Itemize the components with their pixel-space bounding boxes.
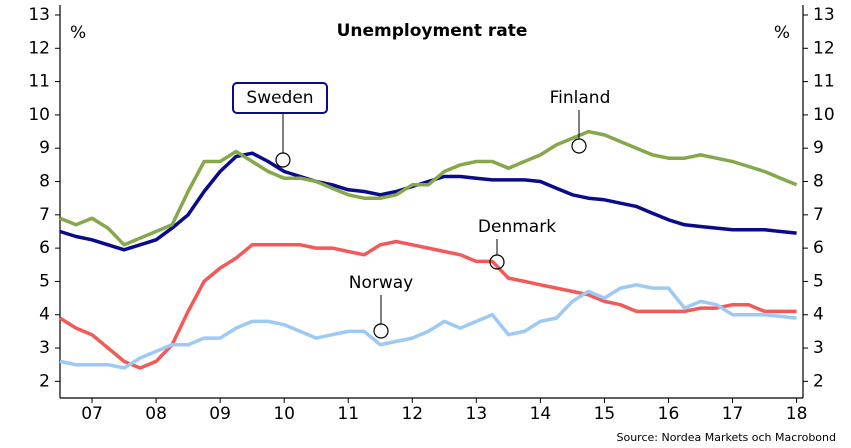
series-label: Norway xyxy=(349,273,414,293)
y-tick-label: 13 xyxy=(28,5,50,25)
y-tick-label: 4 xyxy=(39,305,50,325)
x-tick-label: 10 xyxy=(273,404,295,424)
y2-tick-label: 4 xyxy=(813,305,824,325)
y2-tick-label: 12 xyxy=(813,38,835,58)
series-line xyxy=(59,129,798,247)
series-line xyxy=(59,151,797,252)
x-tick-label: 09 xyxy=(209,404,231,424)
x-tick-label: 11 xyxy=(337,404,359,424)
y-tick-label: 10 xyxy=(28,105,50,125)
y2-tick-label: 5 xyxy=(813,271,824,291)
y2-tick-label: 2 xyxy=(813,371,824,391)
y-unit-right: % xyxy=(774,23,790,43)
y-tick-label: 6 xyxy=(39,238,50,258)
label-marker xyxy=(373,323,389,339)
y2-tick-label: 9 xyxy=(813,138,824,158)
x-tick-label: 15 xyxy=(594,404,616,424)
y2-tick-label: 10 xyxy=(813,105,835,125)
y2-tick-label: 13 xyxy=(813,5,835,25)
x-tick-label: 17 xyxy=(722,404,744,424)
chart-title: Unemployment rate xyxy=(337,21,528,41)
y-tick-label: 5 xyxy=(39,271,50,291)
y2-tick-label: 11 xyxy=(813,72,835,92)
source: Source: Nordea Markets och Macrobond xyxy=(616,431,836,444)
label-marker xyxy=(571,138,587,154)
y2-tick-label: 7 xyxy=(813,205,824,225)
label-marker xyxy=(275,152,291,168)
y-tick-label: 3 xyxy=(39,338,50,358)
label-marker xyxy=(489,254,505,270)
series-line xyxy=(59,283,797,370)
y-tick-label: 7 xyxy=(39,205,50,225)
y-unit-left: % xyxy=(70,23,86,43)
y2-tick-label: 6 xyxy=(813,238,824,258)
series-label: Denmark xyxy=(478,217,556,237)
y2-tick-label: 8 xyxy=(813,172,824,192)
label-box xyxy=(232,82,328,114)
x-tick-label: 13 xyxy=(466,404,488,424)
y-tick-label: 9 xyxy=(39,138,50,158)
series-label: Sweden xyxy=(246,88,313,108)
x-tick-label: 07 xyxy=(81,404,103,424)
y-tick-label: 11 xyxy=(28,72,50,92)
y-tick-label: 8 xyxy=(39,172,50,192)
series-label: Finland xyxy=(550,88,611,108)
x-tick-label: 16 xyxy=(658,404,680,424)
x-tick-label: 08 xyxy=(145,404,167,424)
x-tick-label: 18 xyxy=(786,404,808,424)
y-tick-label: 12 xyxy=(28,38,50,58)
y2-tick-label: 3 xyxy=(813,338,824,358)
x-tick-label: 14 xyxy=(530,404,552,424)
x-tick-label: 12 xyxy=(401,404,423,424)
y-tick-label: 2 xyxy=(39,371,50,391)
series-line xyxy=(59,239,797,370)
